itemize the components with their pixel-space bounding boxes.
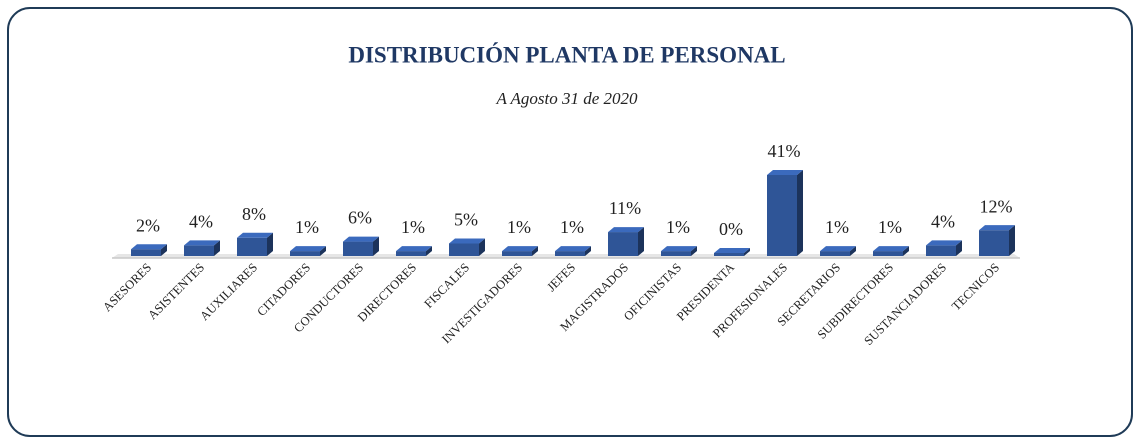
bar-top: [449, 238, 485, 244]
bar: [449, 238, 485, 256]
bar-side: [214, 240, 220, 256]
bar-front: [714, 253, 744, 256]
value-label: 8%: [242, 204, 266, 224]
value-label: 1%: [295, 217, 319, 237]
bar-top: [926, 240, 962, 246]
value-label: 41%: [768, 141, 801, 161]
bar: [926, 240, 962, 256]
bar-side: [1009, 225, 1015, 256]
bar: [608, 227, 644, 256]
bar: [979, 225, 1015, 256]
bar: [237, 232, 273, 256]
bar-top: [608, 227, 644, 233]
bar-top: [290, 246, 326, 252]
bar: [343, 236, 379, 256]
value-label: 1%: [825, 217, 849, 237]
bar-front: [502, 251, 532, 256]
bar-front: [237, 237, 267, 256]
bar-side: [532, 246, 538, 256]
value-label: 2%: [136, 215, 160, 235]
value-label: 1%: [401, 217, 425, 237]
value-label: 5%: [454, 210, 478, 230]
value-label: 1%: [878, 217, 902, 237]
bar-side: [744, 248, 750, 256]
bar-top: [396, 246, 432, 252]
bar-front: [873, 251, 903, 256]
bar-front: [396, 251, 426, 256]
bar-front: [555, 251, 585, 256]
bar-side: [691, 246, 697, 256]
bar-top: [820, 246, 856, 252]
chart-frame: [7, 7, 1133, 437]
bar-side: [585, 246, 591, 256]
bar-front: [608, 232, 638, 256]
bar-side: [267, 232, 273, 256]
bar: [184, 240, 220, 256]
bar-front: [343, 241, 373, 256]
value-label: 0%: [719, 219, 743, 239]
bar-top: [979, 225, 1015, 231]
bar: [290, 246, 326, 256]
bar-top: [767, 170, 803, 175]
bar-front: [661, 251, 691, 256]
bar-side: [850, 246, 856, 256]
bar: [767, 170, 803, 256]
value-label: 12%: [980, 196, 1013, 216]
bar-top: [714, 248, 750, 253]
bar-side: [956, 240, 962, 256]
value-label: 1%: [666, 217, 690, 237]
bar-side: [161, 244, 167, 256]
value-label: 4%: [931, 212, 955, 232]
bar: [661, 246, 697, 256]
value-label: 1%: [560, 217, 584, 237]
bar: [714, 248, 750, 256]
bar-top: [184, 240, 220, 246]
value-label: 11%: [609, 198, 641, 218]
bar-front: [926, 245, 956, 256]
bar-front: [131, 249, 161, 256]
chart-title: DISTRIBUCIÓN PLANTA DE PERSONAL: [348, 41, 785, 67]
bar-top: [131, 244, 167, 250]
value-label: 6%: [348, 208, 372, 228]
bar-side: [797, 170, 803, 256]
bar-side: [426, 246, 432, 256]
bar-front: [184, 245, 214, 256]
value-label: 1%: [507, 217, 531, 237]
bar-front: [979, 230, 1009, 256]
bar-top: [502, 246, 538, 252]
bar-front: [290, 251, 320, 256]
value-label: 4%: [189, 212, 213, 232]
bar-top: [873, 246, 909, 252]
bar-side: [638, 227, 644, 256]
bar-front: [449, 243, 479, 256]
bar-front: [820, 251, 850, 256]
bar: [873, 246, 909, 256]
bar: [502, 246, 538, 256]
bar: [131, 244, 167, 256]
bar-side: [320, 246, 326, 256]
bar-top: [237, 232, 273, 238]
chart-subtitle: A Agosto 31 de 2020: [495, 89, 638, 108]
bar-side: [479, 238, 485, 256]
bar-top: [555, 246, 591, 252]
bar-top: [661, 246, 697, 252]
bar: [396, 246, 432, 256]
bar-side: [903, 246, 909, 256]
bar-side: [373, 236, 379, 256]
bar-front: [767, 175, 797, 256]
bar: [555, 246, 591, 256]
bar: [820, 246, 856, 256]
bar-top: [343, 236, 379, 242]
